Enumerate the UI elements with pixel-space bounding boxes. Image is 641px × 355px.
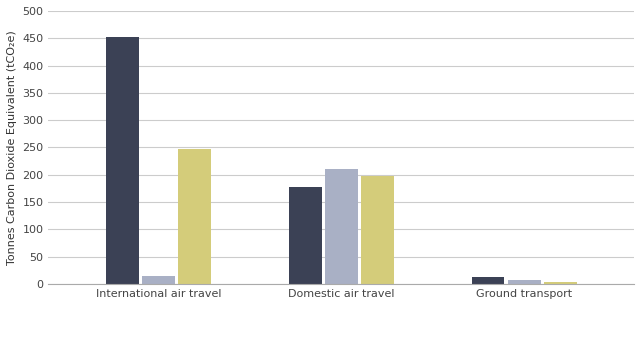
Bar (106, 37, 138, 284)
Y-axis label: Tonnes Carbon Dioxide Equivalent (tCO₂e): Tonnes Carbon Dioxide Equivalent (tCO₂e) (7, 30, 17, 265)
Bar (361, 176, 394, 284)
Bar (472, 278, 504, 284)
Bar (178, 148, 211, 284)
Bar (142, 276, 175, 284)
Bar (325, 169, 358, 284)
Bar (288, 187, 322, 284)
Legend: 2019/20, 2020/21, 2021/22: 2019/20, 2020/21, 2021/22 (224, 350, 458, 355)
Bar (508, 280, 541, 284)
Bar (544, 282, 577, 284)
